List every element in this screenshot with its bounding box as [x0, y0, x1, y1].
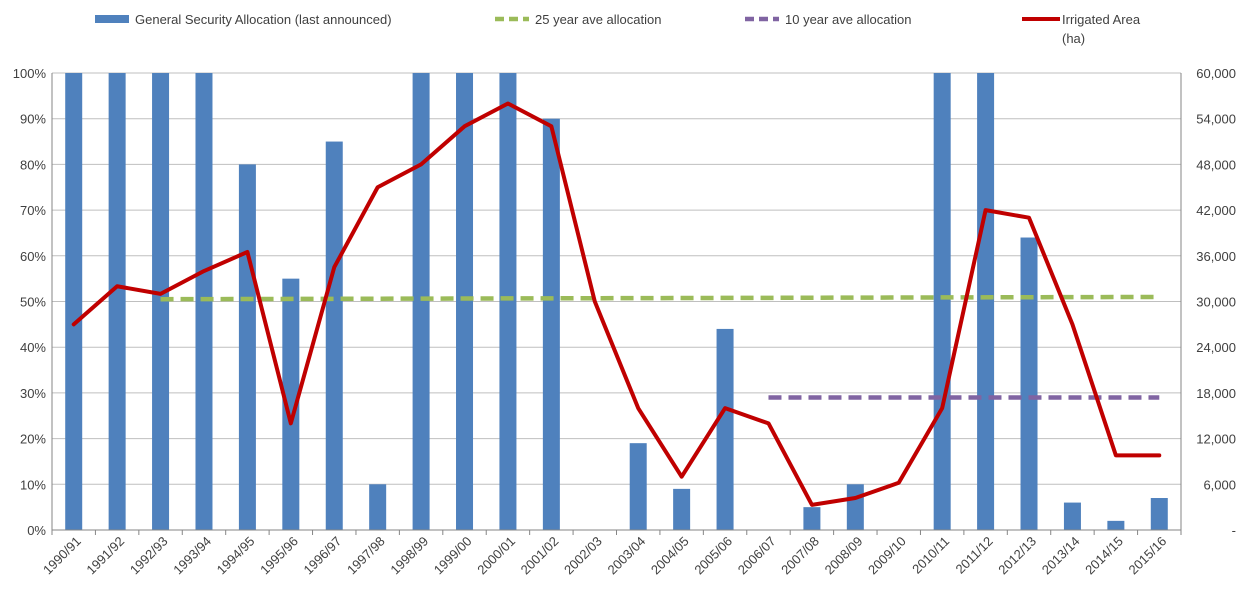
right-axis-tick-label: 30,000	[1196, 295, 1236, 310]
allocation-bar	[1107, 520, 1125, 530]
allocation-bar	[846, 484, 864, 530]
x-axis-tick-label: 1993/94	[170, 534, 214, 578]
x-axis-tick-label: 2002/03	[561, 534, 605, 578]
irrigated-area-line	[71, 101, 1162, 507]
allocation-bar	[1150, 498, 1168, 530]
x-axis-tick-label: 1990/91	[40, 534, 84, 578]
allocation-bar	[977, 73, 995, 530]
x-axis-tick-label: 1998/99	[387, 534, 431, 578]
x-axis-tick-label: 2000/01	[474, 534, 518, 578]
x-axis-tick-label: 2009/10	[865, 534, 909, 578]
allocation-bar	[195, 73, 213, 530]
left-axis-tick-label: 100%	[13, 66, 47, 81]
left-axis-tick-label: 20%	[20, 432, 46, 447]
x-axis-tick-label: 1996/97	[301, 534, 345, 578]
x-axis-tick-label: 2010/11	[909, 534, 952, 577]
allocation-bar	[933, 73, 951, 530]
right-axis-tick-label: 60,000	[1196, 66, 1236, 81]
legend-swatch-bar	[95, 15, 129, 23]
x-axis-tick-label: 2007/08	[778, 534, 822, 578]
right-axis-tick-label: 12,000	[1196, 432, 1236, 447]
x-axis-tick-label: 2008/09	[822, 534, 866, 578]
x-axis-tick-label: 2005/06	[691, 534, 735, 578]
allocation-bar	[152, 73, 170, 530]
legend-label: 10 year ave allocation	[785, 12, 911, 27]
right-axis-tick-label: 48,000	[1196, 157, 1236, 172]
gridlines	[52, 72, 1181, 485]
x-axis-tick-label: 1994/95	[214, 534, 258, 578]
x-axis-tick-label: 2014/15	[1082, 534, 1126, 578]
allocation-bar	[282, 278, 300, 530]
bar-series	[65, 73, 1168, 531]
allocation-bar	[108, 73, 126, 530]
left-axis-tick-label: 90%	[20, 112, 46, 127]
right-axis-tick-label: 36,000	[1196, 249, 1236, 264]
right-axis-tick-label: 6,000	[1203, 477, 1236, 492]
left-axis-tick-label: 10%	[20, 477, 46, 492]
allocation-bar	[673, 488, 691, 530]
allocation-bar	[325, 141, 343, 531]
x-axis-tick-label: 1992/93	[127, 534, 171, 578]
allocation-bar	[803, 507, 821, 530]
x-axis-tick-label: 2006/07	[735, 534, 779, 578]
left-axis-tick-label: 60%	[20, 249, 46, 264]
legend: General Security Allocation (last announ…	[95, 12, 1141, 46]
allocation-bar	[716, 328, 734, 530]
right-axis-tick-label: 24,000	[1196, 340, 1236, 355]
irrigated-area-series	[71, 101, 1162, 507]
x-axis-tick-label: 1997/98	[344, 534, 388, 578]
x-axis-tick-label: 1999/00	[431, 534, 475, 578]
allocation-bar	[542, 118, 560, 530]
x-axis-tick-label: 2011/12	[953, 534, 996, 577]
legend-label: 25 year ave allocation	[535, 12, 661, 27]
x-axis-tick-label: 2013/14	[1039, 534, 1083, 578]
right-axis-tick-label: 18,000	[1196, 386, 1236, 401]
right-axis-tick-label: 42,000	[1196, 203, 1236, 218]
allocation-bar	[412, 73, 430, 530]
right-axis-tick-label: 54,000	[1196, 112, 1236, 127]
left-axis-tick-label: 30%	[20, 386, 46, 401]
x-axis-tick-label: 2012/13	[995, 534, 1039, 578]
left-axis-tick-label: 50%	[20, 295, 46, 310]
allocation-bar	[369, 484, 387, 530]
left-axis-tick-label: 70%	[20, 203, 46, 218]
right-axis-tick-label: -	[1232, 523, 1236, 538]
legend-label-line2: (ha)	[1062, 31, 1085, 46]
allocation-bar	[65, 73, 83, 530]
x-axis-tick-label: 1995/96	[257, 534, 301, 578]
allocation-bar	[238, 164, 256, 530]
left-axis-tick-label: 40%	[20, 340, 46, 355]
allocation-bar	[456, 73, 474, 530]
x-axis-tick-label: 2004/05	[648, 534, 692, 578]
average-25-year-line	[160, 294, 1160, 302]
x-axis-tick-label: 2015/16	[1126, 534, 1170, 578]
legend-label: Irrigated Area	[1062, 12, 1141, 27]
x-axis-tick-label: 2001/02	[518, 534, 562, 578]
allocation-bar	[1063, 502, 1081, 530]
left-axis-tick-label: 80%	[20, 157, 46, 172]
left-axis-tick-label: 0%	[27, 523, 46, 538]
allocation-bar	[629, 443, 647, 530]
x-axis-tick-label: 1991/92	[83, 534, 127, 578]
x-axis-tick-label: 2003/04	[604, 534, 648, 578]
allocation-bar	[1020, 237, 1038, 530]
legend-label: General Security Allocation (last announ…	[135, 12, 392, 27]
allocation-bar	[499, 73, 517, 530]
